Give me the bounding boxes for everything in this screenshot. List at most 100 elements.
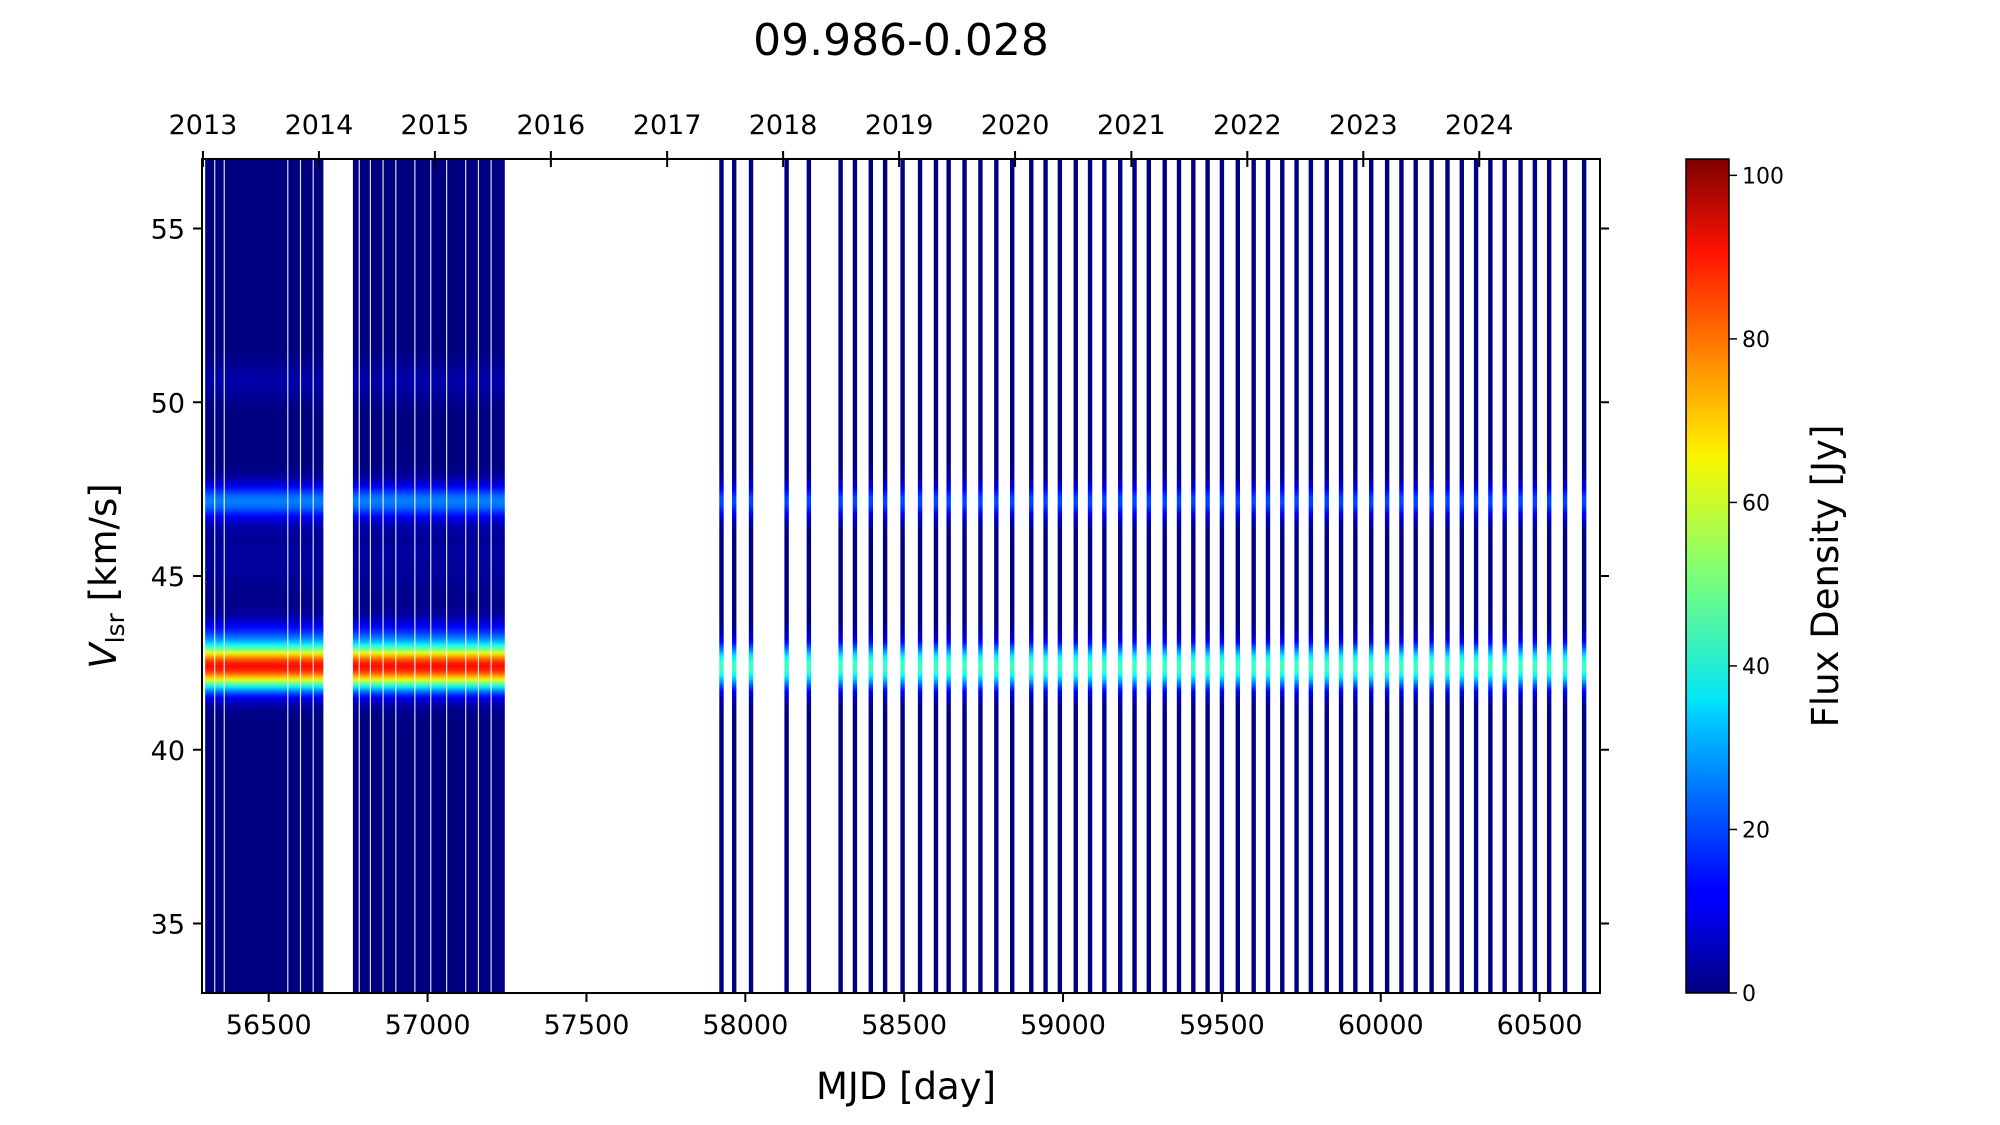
observation-line-37 <box>1308 159 1314 993</box>
observation-line-47 <box>1459 159 1464 993</box>
observation-line-33 <box>1251 159 1256 993</box>
year-tick-label-2017: 2017 <box>633 110 702 141</box>
observation-line-14 <box>962 159 967 993</box>
x-tick-label-60000: 60000 <box>1338 1010 1424 1041</box>
observation-line-26 <box>1146 159 1152 993</box>
observation-block-1 <box>205 159 324 993</box>
x-tick-label-57000: 57000 <box>385 1010 471 1041</box>
block-2-gap-2 <box>369 159 371 993</box>
colorbar <box>1685 158 1730 994</box>
observation-line-15 <box>978 159 983 993</box>
colorbar-axis: 0 20 40 60 80 100 <box>1729 164 1784 1007</box>
observation-line-2 <box>731 159 737 993</box>
observation-line-31 <box>1219 159 1225 993</box>
year-tick-label-2013: 2013 <box>169 110 238 141</box>
observation-line-6 <box>838 159 843 993</box>
y-tick-label-40: 40 <box>151 736 185 767</box>
year-tick-label-2016: 2016 <box>517 110 586 141</box>
x-tick-label-56500: 56500 <box>226 1010 312 1041</box>
y-tick-label-35: 35 <box>151 910 185 941</box>
block-2-gap-6 <box>430 159 432 993</box>
chart-title: 09.986-0.028 <box>753 15 1049 66</box>
observation-line-22 <box>1087 159 1093 993</box>
y-tick-label-45: 45 <box>151 562 185 593</box>
year-tick-label-2019: 2019 <box>865 110 934 141</box>
observation-line-42 <box>1384 159 1390 993</box>
colorbar-tick-label-40: 40 <box>1742 655 1770 680</box>
observation-line-21 <box>1073 159 1078 993</box>
block-2-gap-8 <box>465 159 467 993</box>
observation-line-52 <box>1532 159 1538 993</box>
observation-line-10 <box>900 159 905 993</box>
observation-line-11 <box>917 159 923 993</box>
observation-line-45 <box>1429 159 1434 993</box>
y-axis-label-main: V <box>82 641 125 669</box>
x-tick-label-60500: 60500 <box>1497 1010 1583 1041</box>
observation-line-3 <box>748 159 754 993</box>
observation-line-28 <box>1176 159 1182 993</box>
x-axis-top: 2013 2014 2015 2016 2017 2018 2019 2020 2021 2022… <box>169 110 1514 167</box>
colorbar-tick-label-60: 60 <box>1742 491 1770 516</box>
observation-line-46 <box>1445 159 1450 993</box>
observation-line-12 <box>933 159 939 993</box>
observation-line-8 <box>868 159 874 993</box>
observation-line-49 <box>1488 159 1493 993</box>
year-tick-label-2018: 2018 <box>749 110 818 141</box>
year-tick-label-2023: 2023 <box>1329 110 1398 141</box>
observation-line-34 <box>1265 159 1271 993</box>
block-1-gap-1 <box>214 159 216 993</box>
observation-line-13 <box>946 159 951 993</box>
observation-line-7 <box>852 159 858 993</box>
x-tick-label-59500: 59500 <box>1179 1010 1265 1041</box>
observation-line-39 <box>1338 159 1344 993</box>
observation-line-36 <box>1294 159 1299 993</box>
y-axis-left: 35 40 45 50 55 <box>151 215 1609 941</box>
year-tick-label-2024: 2024 <box>1445 110 1514 141</box>
observation-line-38 <box>1324 159 1329 993</box>
year-tick-label-2021: 2021 <box>1097 110 1166 141</box>
block-2-gap-4 <box>395 159 397 993</box>
heatmap-layer <box>205 159 1587 993</box>
block-2-gap-9 <box>477 159 480 993</box>
observation-line-30 <box>1205 159 1210 993</box>
colorbar-tick-label-100: 100 <box>1742 164 1784 189</box>
observation-line-53 <box>1546 159 1552 993</box>
observation-line-35 <box>1280 159 1285 993</box>
y-axis-label-unit: [km/s] <box>82 483 125 613</box>
observation-line-44 <box>1413 159 1418 993</box>
observation-block-2 <box>352 159 505 993</box>
colorbar-tick-label-0: 0 <box>1742 982 1756 1007</box>
year-tick-label-2020: 2020 <box>981 110 1050 141</box>
block-2-gap-1 <box>358 159 360 993</box>
observation-line-43 <box>1399 159 1404 993</box>
block-2-gap-7 <box>446 159 448 993</box>
observation-line-27 <box>1162 159 1167 993</box>
observation-line-20 <box>1057 159 1063 993</box>
observation-line-16 <box>994 159 999 993</box>
observation-line-55 <box>1581 159 1587 993</box>
block-2-gap-5 <box>414 159 416 993</box>
observation-line-17 <box>1010 159 1015 993</box>
observation-line-48 <box>1473 159 1479 993</box>
y-tick-label-50: 50 <box>151 388 185 419</box>
x-tick-label-57500: 57500 <box>543 1010 629 1041</box>
observation-line-40 <box>1353 159 1358 993</box>
block-1-gap-5 <box>312 159 314 993</box>
observation-line-50 <box>1502 159 1507 993</box>
block-2-gap-10 <box>490 159 492 993</box>
observation-line-18 <box>1029 159 1034 993</box>
x-tick-label-58500: 58500 <box>861 1010 947 1041</box>
x-tick-label-59000: 59000 <box>1020 1010 1106 1041</box>
colorbar-tick-label-20: 20 <box>1742 818 1770 843</box>
observation-line-19 <box>1043 159 1048 993</box>
colorbar-tick-label-80: 80 <box>1742 328 1770 353</box>
block-1-gap-3 <box>287 159 289 993</box>
observation-line-25 <box>1132 159 1137 993</box>
block-1-gap-2 <box>223 159 225 993</box>
observation-line-32 <box>1235 159 1240 993</box>
year-tick-label-2015: 2015 <box>401 110 470 141</box>
observation-line-4 <box>784 159 789 993</box>
observation-line-54 <box>1562 159 1568 993</box>
observation-line-41 <box>1369 159 1374 993</box>
